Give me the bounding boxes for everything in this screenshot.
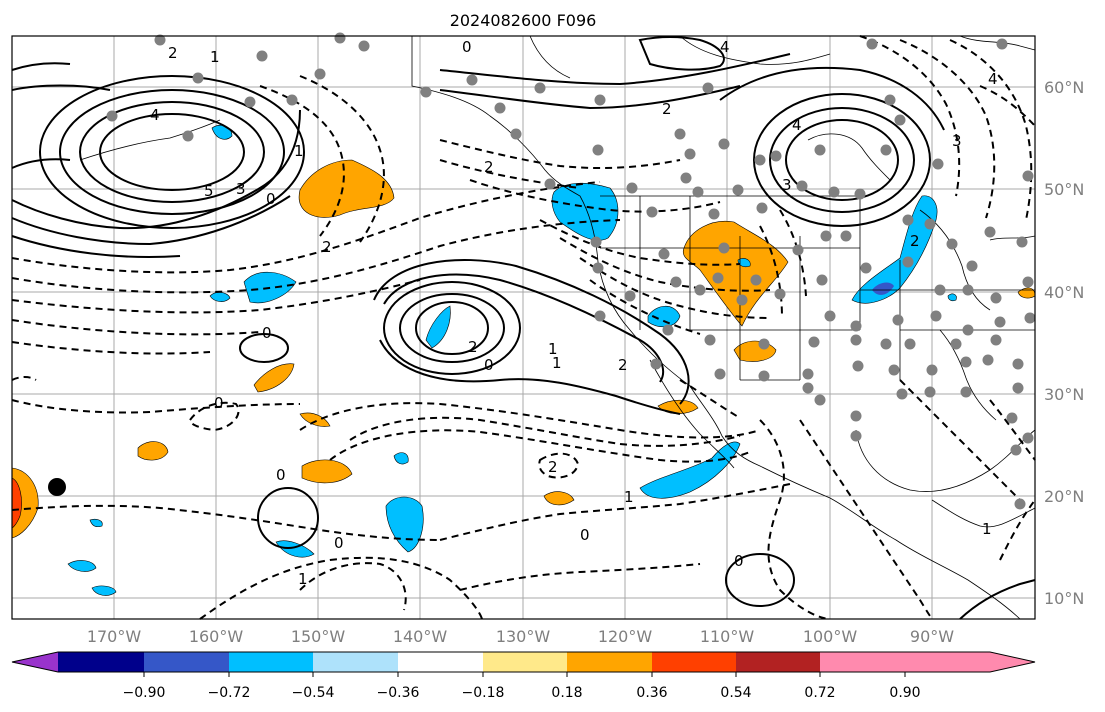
colorbar-bin: [229, 652, 313, 672]
svg-text:−0.18: −0.18: [462, 685, 505, 701]
svg-text:1: 1: [294, 142, 304, 160]
svg-text:2: 2: [468, 338, 478, 356]
svg-text:0.90: 0.90: [889, 685, 920, 701]
svg-text:160°W: 160°W: [189, 627, 244, 646]
svg-text:130°W: 130°W: [496, 627, 551, 646]
svg-text:170°W: 170°W: [87, 627, 142, 646]
svg-text:−0.36: −0.36: [377, 685, 420, 701]
svg-text:2: 2: [484, 158, 494, 176]
svg-text:4: 4: [792, 116, 802, 134]
map-panel: 4 5 3 2 1 0 2 2 1 2 0 0 0 1 2 2 0 1 0 4 …: [11, 32, 1036, 620]
longitude-labels: 170°W 160°W 150°W 140°W 130°W 120°W 110°…: [87, 627, 954, 646]
svg-text:3: 3: [952, 132, 962, 150]
svg-text:0: 0: [214, 394, 224, 412]
svg-text:2: 2: [322, 238, 332, 256]
svg-text:4: 4: [150, 106, 160, 124]
svg-text:2: 2: [910, 232, 920, 250]
colorbar-bin: [820, 652, 905, 672]
svg-text:−0.54: −0.54: [292, 685, 335, 701]
svg-text:90°W: 90°W: [910, 627, 954, 646]
negative-anomaly-shading: [67, 124, 957, 596]
svg-text:50°N: 50°N: [1044, 180, 1084, 199]
solid-contours: [11, 36, 1036, 620]
svg-text:2: 2: [168, 44, 178, 62]
svg-text:1: 1: [982, 520, 992, 538]
svg-text:110°W: 110°W: [700, 627, 755, 646]
svg-text:0: 0: [266, 190, 276, 208]
svg-text:4: 4: [720, 38, 730, 56]
colorbar-bin: [144, 652, 229, 672]
figure-title: 2024082600 F096: [450, 11, 597, 30]
colorbar: [11, 651, 1036, 673]
svg-text:0: 0: [262, 324, 272, 342]
svg-text:0: 0: [484, 356, 494, 374]
contour-labels: 4 5 3 2 1 0 2 2 1 2 0 0 0 1 2 2 0 1 0 4 …: [150, 38, 998, 588]
svg-text:5: 5: [204, 182, 214, 200]
svg-text:1: 1: [298, 570, 308, 588]
svg-text:1: 1: [210, 48, 220, 66]
svg-text:2: 2: [618, 356, 628, 374]
svg-text:1: 1: [624, 488, 634, 506]
colorbar-low-extend: [12, 652, 58, 672]
dashed-contours: [11, 35, 1036, 620]
svg-text:0.18: 0.18: [551, 685, 582, 701]
svg-text:−0.90: −0.90: [123, 685, 166, 701]
svg-text:3: 3: [236, 180, 246, 198]
svg-text:60°N: 60°N: [1044, 78, 1084, 97]
svg-text:0: 0: [462, 38, 472, 56]
svg-text:3: 3: [782, 176, 792, 194]
station-markers: [106, 32, 1036, 510]
colorbar-bin: [398, 652, 483, 672]
svg-text:0: 0: [580, 526, 590, 544]
colorbar-bin: [58, 652, 144, 672]
positive-anomaly-shading: [137, 159, 1036, 506]
colorbar-bin: [652, 652, 736, 672]
svg-text:0: 0: [734, 552, 744, 570]
svg-text:120°W: 120°W: [598, 627, 653, 646]
svg-text:0.72: 0.72: [804, 685, 835, 701]
svg-text:1: 1: [548, 340, 558, 358]
svg-text:140°W: 140°W: [393, 627, 448, 646]
svg-text:40°N: 40°N: [1044, 283, 1084, 302]
colorbar-tick-labels: −0.90 −0.72 −0.54 −0.36 −0.18 0.18 0.36 …: [123, 672, 921, 701]
svg-text:10°N: 10°N: [1044, 589, 1084, 608]
colorbar-bin: [736, 652, 820, 672]
location-marker: [48, 478, 66, 496]
svg-text:0.36: 0.36: [636, 685, 667, 701]
svg-text:0: 0: [334, 534, 344, 552]
colorbar-high-extend: [905, 652, 1035, 672]
svg-text:−0.72: −0.72: [208, 685, 251, 701]
latitude-labels: 60°N 50°N 40°N 30°N 20°N 10°N: [1044, 78, 1084, 608]
svg-text:30°N: 30°N: [1044, 385, 1084, 404]
colorbar-bin: [313, 652, 398, 672]
colorbar-bin: [483, 652, 567, 672]
svg-text:2: 2: [548, 458, 558, 476]
svg-text:0.54: 0.54: [720, 685, 751, 701]
deep-negative-shading: [872, 282, 894, 295]
svg-text:1: 1: [552, 354, 562, 372]
svg-text:4: 4: [988, 70, 998, 88]
svg-text:0: 0: [276, 466, 286, 484]
svg-text:100°W: 100°W: [803, 627, 858, 646]
colorbar-bin: [567, 652, 652, 672]
svg-text:20°N: 20°N: [1044, 487, 1084, 506]
svg-text:2: 2: [662, 100, 672, 118]
svg-text:150°W: 150°W: [291, 627, 346, 646]
